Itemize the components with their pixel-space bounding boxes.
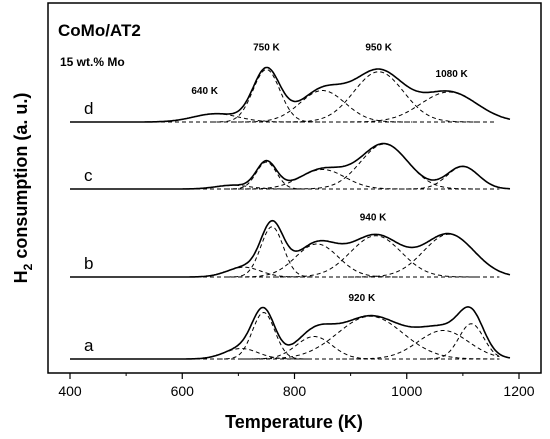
component-peak-d-2	[212, 68, 321, 123]
peak-annotation-5: 940 K	[360, 213, 387, 224]
x-tick-label-400: 400	[58, 383, 82, 399]
component-peak-b-3	[231, 243, 403, 278]
x-axis: 400 600 800 1000 1200	[58, 373, 535, 399]
component-peak-d-1	[126, 113, 306, 123]
y-axis-title-h: H	[11, 270, 31, 283]
x-tick-label-1000: 1000	[391, 383, 422, 399]
x-tick-label-1200: 1200	[503, 383, 534, 399]
chart-subtitle: 15 wt.% Mo	[60, 55, 125, 69]
series-d	[70, 66, 511, 123]
component-peak-c-3	[232, 169, 413, 190]
peak-annotation-1: 640 K	[191, 86, 218, 97]
component-peak-a-2	[218, 311, 309, 360]
y-axis-title-subscript: 2	[21, 263, 35, 270]
series-c	[70, 142, 511, 190]
series-label-b: b	[84, 254, 93, 273]
envelope-c	[70, 142, 511, 190]
component-peak-d-3	[232, 90, 413, 123]
y-axis-title: H2 consumption (a. u.)	[11, 93, 35, 284]
series-b	[70, 219, 511, 278]
component-peak-b-1	[176, 266, 312, 278]
series-label-c: c	[84, 166, 93, 185]
x-axis-title: Temperature (K)	[225, 412, 363, 432]
component-peak-c-2	[226, 161, 307, 190]
series-a	[70, 306, 511, 360]
y-axis-title-rest: consumption (a. u.)	[11, 93, 31, 264]
envelope-d	[70, 66, 511, 123]
series-label-d: d	[84, 99, 93, 118]
component-peak-d-5	[336, 91, 497, 123]
component-peak-a-5	[342, 330, 500, 360]
component-peak-b-4	[274, 235, 477, 278]
series-label-a: a	[84, 336, 94, 355]
component-peak-c-4	[290, 143, 479, 190]
envelope-a	[70, 306, 511, 360]
peak-annotation-6: 920 K	[349, 293, 376, 304]
component-peak-a-6	[421, 323, 500, 360]
component-peak-a-1	[173, 348, 309, 360]
peak-annotation-4: 1080 K	[436, 69, 469, 80]
component-peak-b-2	[227, 226, 317, 278]
curves-layer	[70, 66, 511, 360]
envelope-b	[70, 219, 511, 278]
chart-title: CoMo/AT2	[58, 21, 141, 40]
x-tick-label-800: 800	[283, 383, 307, 399]
peak-annotation-2: 750 K	[253, 43, 280, 54]
component-peak-a-4	[240, 315, 500, 360]
annotations-layer: a b c d 640 K 750 K 950 K 1080 K 940 K 920 K	[84, 43, 469, 356]
peak-annotation-3: 950 K	[365, 43, 392, 54]
component-peak-b-5	[347, 233, 500, 278]
component-peak-a-3	[242, 336, 386, 360]
x-tick-label-600: 600	[171, 383, 195, 399]
